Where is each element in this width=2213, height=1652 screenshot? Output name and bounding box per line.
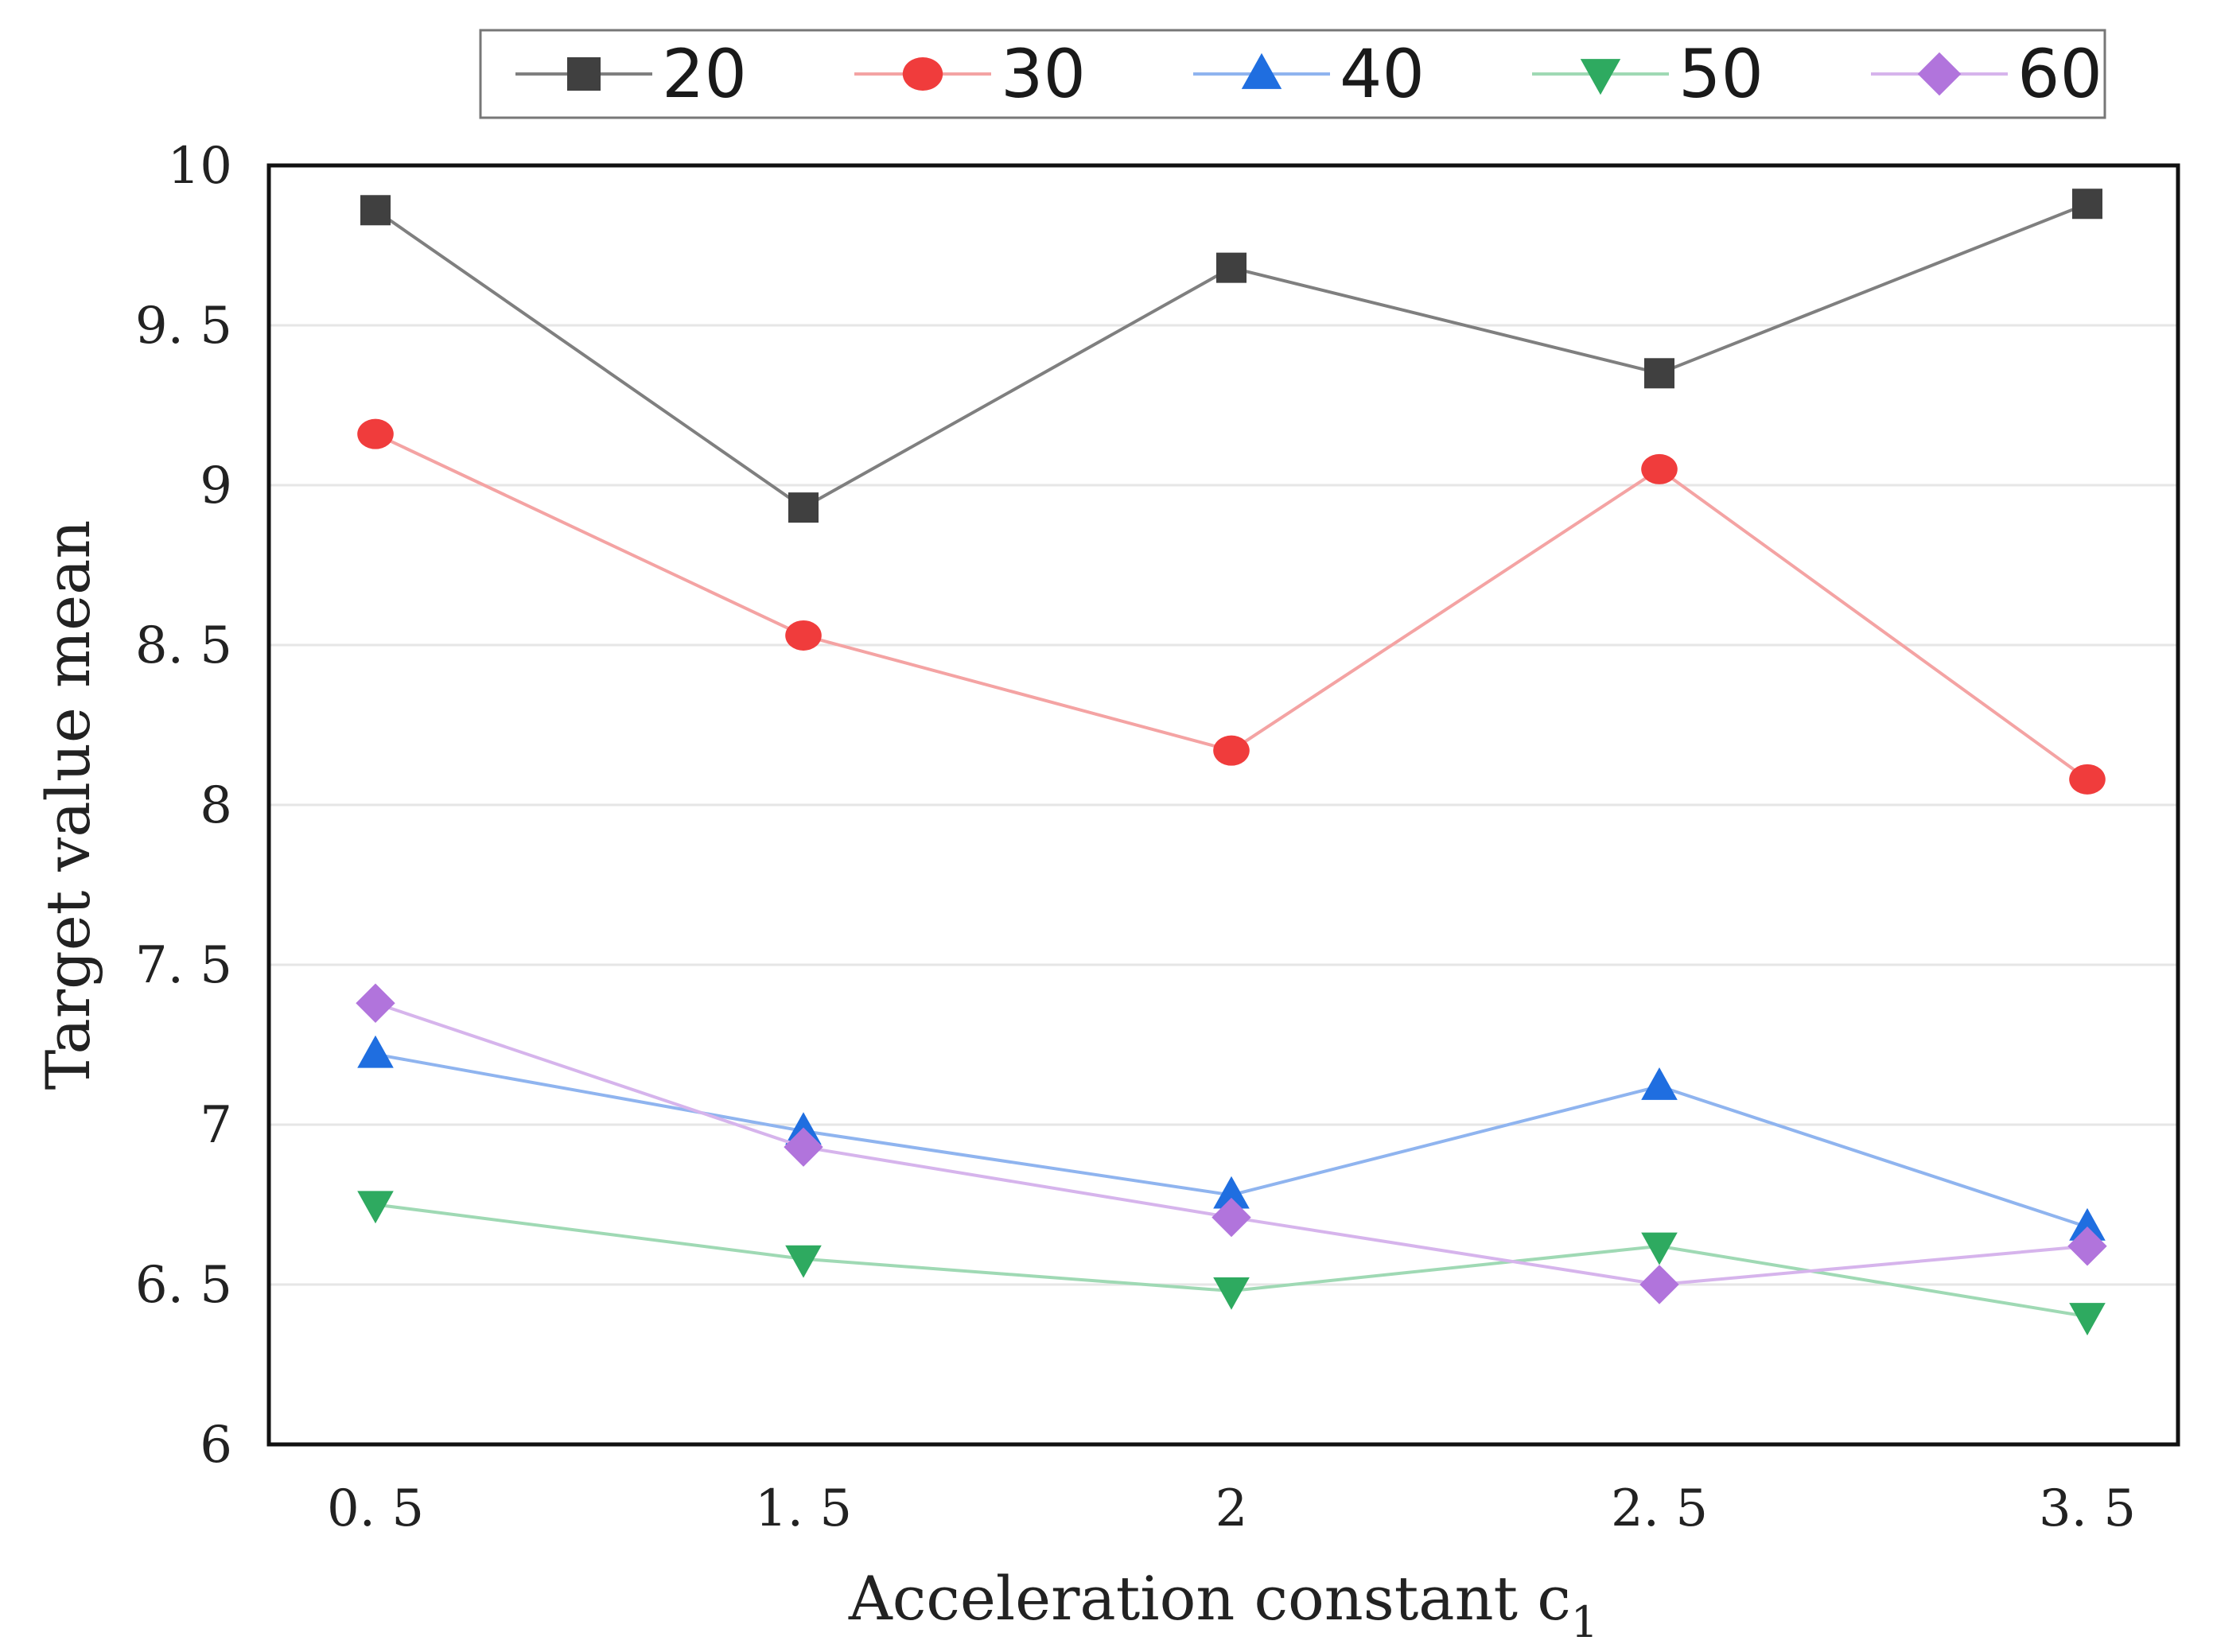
data-point-30 <box>1213 735 1250 766</box>
legend-marker <box>902 57 943 91</box>
series-20 <box>360 189 2102 523</box>
data-point-50 <box>785 1245 822 1278</box>
x-tick-label: 3. 5 <box>2039 1479 2136 1538</box>
data-point-30 <box>785 620 822 651</box>
data-point-20 <box>788 492 819 523</box>
x-tick-label: 1. 5 <box>755 1479 852 1538</box>
data-point-60 <box>784 1127 823 1167</box>
y-tick-label: 8. 5 <box>135 616 232 675</box>
data-point-30 <box>357 418 394 449</box>
y-axis-ticks: 6 6. 5 7 7. 5 8 8. 5 9 9. 5 10 <box>135 137 232 1475</box>
legend-marker <box>1917 52 1962 96</box>
y-tick-label: 8 <box>200 776 232 835</box>
legend-label: 20 <box>662 35 747 113</box>
legend-label: 40 <box>1340 35 1425 113</box>
legend-label: 30 <box>1001 35 1086 113</box>
legend-item-30: 30 <box>854 35 1086 113</box>
plot-area-frame <box>266 163 2180 1447</box>
legend-item-40: 40 <box>1193 35 1425 113</box>
series-line-20 <box>374 202 2088 510</box>
y-tick-label: 9. 5 <box>135 297 232 356</box>
legend-marker <box>567 57 601 91</box>
legend-item-20: 20 <box>515 35 747 113</box>
legend-label: 50 <box>1678 35 1764 113</box>
data-point-40 <box>357 1035 394 1068</box>
data-point-50 <box>357 1191 394 1224</box>
data-point-60 <box>2067 1226 2107 1266</box>
legend-label: 60 <box>2017 35 2102 113</box>
data-point-40 <box>2069 1207 2106 1241</box>
data-point-30 <box>1641 453 1678 484</box>
y-tick-label: 7 <box>200 1096 232 1155</box>
x-axis-title-main: Acceleration constant c <box>848 1563 1571 1634</box>
data-point-60 <box>1639 1265 1679 1304</box>
legend-item-50: 50 <box>1532 35 1764 113</box>
data-point-50 <box>1213 1277 1250 1310</box>
data-point-50 <box>1641 1232 1678 1265</box>
data-point-60 <box>356 983 395 1023</box>
data-point-20 <box>360 195 391 226</box>
series-30 <box>357 418 2106 795</box>
series-layer <box>356 189 2107 1335</box>
x-tick-label: 2 <box>1215 1479 1248 1538</box>
x-tick-label: 2. 5 <box>1611 1479 1708 1538</box>
data-point-30 <box>2069 764 2106 795</box>
x-axis-ticks: 0. 5 1. 5 2 2. 5 3. 5 <box>327 1479 2136 1538</box>
series-60 <box>356 983 2107 1304</box>
legend: 20 30 40 50 60 <box>479 29 2106 119</box>
legend-item-60: 60 <box>1871 35 2102 113</box>
gridlines <box>269 324 2178 1286</box>
data-point-50 <box>2069 1303 2106 1335</box>
legend-marker <box>1580 59 1621 95</box>
data-point-20 <box>2072 189 2102 220</box>
series-40 <box>357 1035 2106 1241</box>
y-tick-label: 6 <box>200 1416 232 1475</box>
y-tick-label: 6. 5 <box>135 1256 232 1315</box>
legend-items: 20 30 40 50 60 <box>515 35 2102 113</box>
data-point-60 <box>1212 1197 1251 1238</box>
data-point-20 <box>1216 252 1247 283</box>
y-axis-title: Target value mean <box>33 520 103 1090</box>
x-tick-label: 0. 5 <box>327 1479 424 1538</box>
x-axis-title: Acceleration constant c1 <box>848 1563 1598 1647</box>
data-point-40 <box>1641 1067 1678 1100</box>
series-50 <box>357 1191 2106 1335</box>
y-tick-label: 10 <box>168 137 232 196</box>
data-point-20 <box>1644 358 1674 389</box>
data-point-40 <box>1213 1176 1250 1209</box>
x-axis-title-subscript: 1 <box>1571 1597 1598 1647</box>
y-tick-label: 9 <box>200 457 232 515</box>
legend-marker <box>1241 52 1282 89</box>
y-tick-label: 7. 5 <box>135 936 232 995</box>
